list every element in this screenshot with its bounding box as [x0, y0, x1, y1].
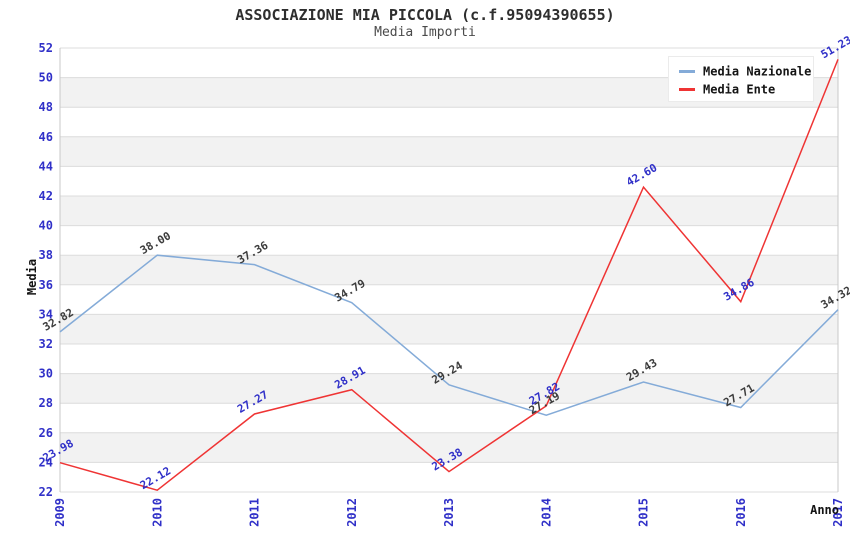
grid-band [60, 136, 838, 167]
series-line-media-nazionale [59, 254, 839, 416]
y-tick-label: 22 [39, 485, 53, 499]
x-tick-label: 2013 [442, 498, 456, 527]
grid-band [60, 462, 838, 492]
x-tick-label: 2016 [734, 498, 748, 527]
x-tick-label: 2015 [637, 498, 651, 527]
grid-band [60, 196, 838, 226]
y-tick-label: 50 [39, 71, 53, 85]
grid-band [60, 403, 838, 433]
chart-subtitle: Media Importi [374, 25, 476, 40]
y-tick-label: 52 [39, 41, 53, 55]
legend-item-media-nazionale: Media Nazionale [679, 62, 813, 80]
y-tick-label: 46 [39, 130, 53, 144]
legend-label: Media Nazionale [703, 64, 812, 79]
y-tick-label: 28 [39, 396, 53, 410]
y-tick-label: 24 [39, 455, 53, 469]
x-tick-label: 2017 [831, 498, 845, 527]
y-tick-label: 30 [39, 367, 53, 381]
x-axis-title: Anno [810, 503, 839, 517]
grid-band [60, 284, 838, 315]
x-tick-label: 2014 [539, 498, 553, 527]
legend-swatch [679, 88, 695, 91]
legend-label: Media Ente [703, 82, 776, 97]
y-tick-label: 36 [39, 278, 53, 292]
grid-band [60, 432, 838, 463]
chart-title: ASSOCIAZIONE MIA PICCOLA (c.f.9509439065… [235, 6, 615, 24]
grid-band [60, 225, 838, 256]
grid-band [60, 107, 838, 137]
x-tick-label: 2012 [345, 498, 359, 527]
y-axis-title: Media [25, 258, 40, 296]
grid-band [60, 166, 838, 196]
y-tick-label: 40 [39, 219, 53, 233]
x-tick-label: 2009 [53, 498, 67, 527]
grid-band [60, 314, 838, 344]
grid-band [60, 344, 838, 374]
y-tick-label: 42 [39, 189, 53, 203]
y-tick-label: 48 [39, 100, 53, 114]
series-line-media-ente [59, 59, 839, 492]
legend-item-media-ente: Media Ente [679, 80, 813, 98]
y-tick-label: 38 [39, 248, 53, 262]
x-tick-label: 2010 [150, 498, 164, 527]
y-tick-label: 26 [39, 426, 53, 440]
grid-band [60, 255, 838, 285]
legend-swatch [679, 70, 695, 73]
y-tick-label: 44 [39, 159, 53, 173]
y-tick-label: 34 [39, 307, 53, 321]
x-tick-label: 2011 [248, 498, 262, 527]
y-tick-label: 32 [39, 337, 53, 351]
legend: Media Nazionale Media Ente [668, 56, 814, 102]
